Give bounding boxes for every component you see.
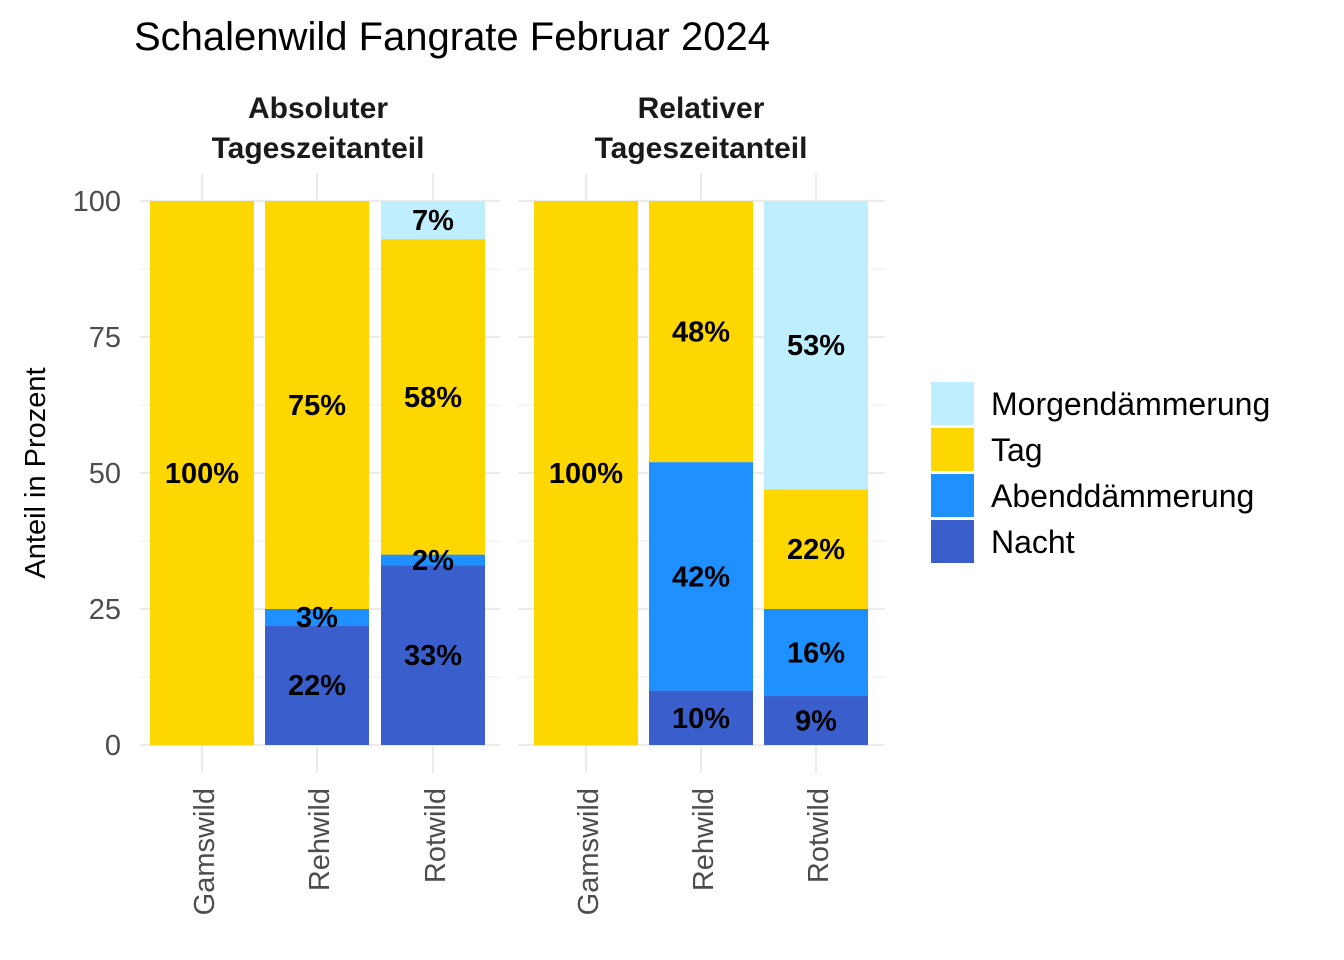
- data-label: 22%: [288, 670, 346, 702]
- bar-rotwild: 9% 16% 22% 53%: [764, 201, 868, 745]
- data-label: 33%: [404, 640, 462, 672]
- legend-swatch: [931, 382, 974, 425]
- x-ticks-absolute: Gamswild Rehwild Rotwild: [189, 788, 452, 915]
- bar-segment-nacht: [649, 690, 753, 745]
- x-tick-label: Gamswild: [573, 788, 605, 915]
- y-tick-label: 25: [89, 594, 121, 626]
- data-label: 100%: [165, 458, 239, 490]
- bar-rehwild: 10% 42% 48%: [649, 201, 753, 745]
- bar-segment-nacht: [265, 625, 369, 745]
- legend-swatch: [931, 520, 974, 563]
- bar-segment-tag: [534, 201, 638, 745]
- bar-rehwild: 22% 3% 75%: [265, 201, 369, 745]
- data-label: 10%: [672, 703, 730, 735]
- bar-segment-morgendämmerung: [764, 201, 868, 490]
- bar-segment-tag: [150, 201, 254, 745]
- bar-segment-abenddämmerung: [764, 609, 868, 697]
- y-axis-label: Anteil in Prozent: [20, 367, 52, 578]
- legend-swatch: [931, 474, 974, 517]
- bar-segment-tag: [265, 201, 369, 609]
- data-label: 48%: [672, 317, 730, 349]
- legend-swatch: [931, 428, 974, 471]
- data-label: 22%: [787, 534, 845, 566]
- x-tick-label: Rehwild: [304, 788, 336, 891]
- panel-title-relative-line1: Relativer: [638, 92, 765, 125]
- bar-rotwild: 33% 2% 58% 7%: [381, 201, 485, 745]
- data-label: 53%: [787, 330, 845, 362]
- y-tick-label: 75: [89, 322, 121, 354]
- bar-gamswild: 100%: [534, 201, 638, 745]
- bar-segment-nacht: [381, 565, 485, 745]
- legend-label: Morgendämmerung: [991, 386, 1270, 422]
- x-tick-label: Rotwild: [803, 788, 835, 883]
- data-label: 3%: [296, 602, 338, 634]
- data-label: 42%: [672, 561, 730, 593]
- bar-segment-tag: [764, 489, 868, 609]
- bars-absolute: 100% 22% 3% 75% 33% 2% 58% 7%: [150, 201, 485, 745]
- data-label: 2%: [412, 545, 454, 577]
- chart-title: Schalenwild Fangrate Februar 2024: [134, 15, 770, 59]
- y-tick-label: 0: [105, 730, 121, 762]
- legend-item: Abenddämmerung: [931, 474, 1254, 517]
- y-tick-label: 100: [73, 186, 121, 218]
- panel-title-relative-line2: Tageszeitanteil: [595, 132, 808, 165]
- x-ticks-relative: Gamswild Rehwild Rotwild: [573, 788, 835, 915]
- legend-label: Nacht: [991, 524, 1075, 560]
- legend: Morgendämmerung Tag Abenddämmerung Nacht: [931, 382, 1270, 563]
- data-label: 58%: [404, 382, 462, 414]
- legend-label: Abenddämmerung: [991, 478, 1254, 514]
- panel-relative: Relativer Tageszeitanteil 100% 10% 42% 48% 9…: [518, 92, 885, 915]
- panel-title-absolute-line1: Absoluter: [248, 92, 388, 125]
- bar-gamswild: 100%: [150, 201, 254, 745]
- bar-segment-nacht: [764, 696, 868, 745]
- legend-item: Nacht: [931, 520, 1075, 563]
- bar-segment-abenddämmerung: [265, 609, 369, 626]
- legend-item: Tag: [931, 428, 1043, 471]
- y-axis-ticks: 0 25 50 75 100: [73, 186, 121, 762]
- y-tick-label: 50: [89, 458, 121, 490]
- bar-segment-morgendämmerung: [381, 201, 485, 240]
- x-tick-label: Rehwild: [688, 788, 720, 891]
- panel-title-absolute-line2: Tageszeitanteil: [212, 132, 425, 165]
- data-label: 9%: [795, 706, 837, 738]
- panel-absolute: Absoluter Tageszeitanteil 100% 22% 3% 75% 33…: [140, 92, 500, 915]
- data-label: 7%: [412, 205, 454, 237]
- x-tick-label: Gamswild: [189, 788, 221, 915]
- legend-label: Tag: [991, 432, 1043, 468]
- bars-relative: 100% 10% 42% 48% 9% 16% 22% 53%: [534, 201, 868, 745]
- legend-item: Morgendämmerung: [931, 382, 1270, 425]
- bar-segment-tag: [649, 201, 753, 463]
- data-label: 16%: [787, 638, 845, 670]
- bar-segment-tag: [381, 239, 485, 555]
- data-label: 100%: [549, 458, 623, 490]
- data-label: 75%: [288, 390, 346, 422]
- x-tick-label: Rotwild: [420, 788, 452, 883]
- bar-segment-abenddämmerung: [649, 462, 753, 691]
- bar-segment-abenddämmerung: [381, 554, 485, 566]
